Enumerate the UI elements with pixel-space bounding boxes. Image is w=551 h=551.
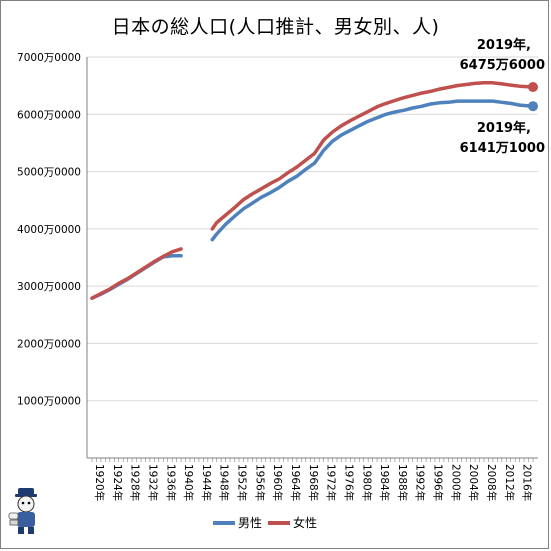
gridlines bbox=[87, 56, 538, 402]
annotation-year: 2019年, bbox=[477, 37, 531, 53]
x-tick-label: 1952年 bbox=[236, 464, 249, 501]
mascot-illustration bbox=[8, 488, 37, 534]
x-tick-label: 2004年 bbox=[467, 464, 480, 501]
x-tick-label: 1936年 bbox=[164, 464, 177, 501]
y-tick-label: 3000万0000 bbox=[17, 281, 81, 293]
legend-label-male: 男性 bbox=[238, 516, 263, 530]
legend-item-female: 女性 bbox=[268, 514, 317, 531]
y-tick-label: 4000万0000 bbox=[17, 224, 81, 236]
annotation-value: 6141万1000 bbox=[460, 141, 545, 156]
y-tick-label: 7000万0000 bbox=[17, 52, 81, 64]
x-tick-label: 2016年 bbox=[521, 464, 534, 501]
y-tick-label: 2000万0000 bbox=[17, 338, 81, 350]
x-tick-label: 1956年 bbox=[253, 464, 266, 501]
x-tick-label: 1972年 bbox=[325, 464, 338, 501]
y-tick-label: 5000万0000 bbox=[17, 167, 81, 179]
end-marker-female bbox=[528, 82, 538, 93]
x-tick-label: 1920年 bbox=[93, 464, 106, 501]
x-tick-label: 1992年 bbox=[414, 464, 427, 501]
end-marker-male bbox=[528, 101, 538, 112]
x-tick-label: 1960年 bbox=[271, 464, 284, 501]
legend-item-male: 男性 bbox=[213, 514, 262, 531]
x-tick-label: 1932年 bbox=[146, 464, 159, 501]
chart-title: 日本の総人口(人口推計、男女別、人) bbox=[111, 16, 440, 38]
legend-label-female: 女性 bbox=[293, 516, 318, 530]
x-tick-label: 2012年 bbox=[503, 464, 516, 501]
x-tick-label: 1940年 bbox=[182, 464, 195, 501]
x-tick-label: 1976年 bbox=[342, 464, 355, 501]
y-tick-labels: 1000万0000 2000万0000 3000万0000 4000万0000 5000… bbox=[17, 52, 81, 408]
y-tick-label: 1000万0000 bbox=[17, 396, 81, 408]
series-lines bbox=[90, 81, 538, 300]
x-tick-label: 1988年 bbox=[396, 464, 409, 501]
x-tick-label: 1964年 bbox=[289, 464, 302, 501]
x-tick-label: 1984年 bbox=[378, 464, 391, 501]
x-tick-label: 1944年 bbox=[200, 464, 213, 501]
x-tick-label: 1948年 bbox=[218, 464, 231, 501]
x-tick-label: 1924年 bbox=[111, 464, 124, 501]
annotation-value: 6475万6000 bbox=[460, 58, 545, 73]
x-tick-label: 1996年 bbox=[432, 464, 445, 501]
legend-swatch-male bbox=[213, 520, 235, 525]
x-tick-label: 2008年 bbox=[485, 464, 498, 501]
x-tick-label: 1980年 bbox=[360, 464, 373, 501]
y-tick-label: 6000万0000 bbox=[17, 109, 81, 121]
series-line-female bbox=[210, 81, 535, 231]
legend: 男性 女性 bbox=[213, 514, 317, 531]
legend-swatch-female bbox=[268, 520, 291, 525]
series-line-female bbox=[90, 247, 183, 300]
axes bbox=[86, 57, 538, 462]
annotation-year: 2019年, bbox=[477, 120, 531, 136]
x-tick-label: 1928年 bbox=[129, 464, 142, 501]
annotations: 2019年, 6475万6000 2019年, 6141万1000 bbox=[460, 37, 545, 156]
x-tick-label: 2000年 bbox=[449, 464, 462, 501]
x-tick-labels: 1920年 1924年 1928年 1932年 1936年 1940年 1944年 1948年… bbox=[93, 464, 534, 501]
x-tick-label: 1968年 bbox=[307, 464, 320, 501]
series-line-male bbox=[210, 99, 535, 242]
